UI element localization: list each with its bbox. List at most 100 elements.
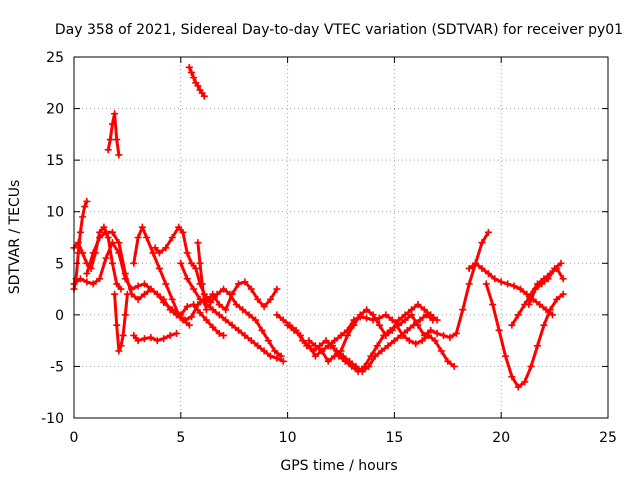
data-point — [534, 342, 542, 350]
data-point — [198, 280, 206, 288]
data-point — [187, 68, 195, 76]
data-point — [121, 311, 129, 319]
data-point — [134, 337, 142, 345]
data-point — [420, 306, 428, 314]
x-tick-label: 25 — [599, 430, 617, 446]
x-axis-title: GPS time / hours — [280, 458, 397, 474]
data-point — [267, 352, 275, 360]
data-point — [382, 331, 390, 339]
data-point — [337, 331, 345, 339]
data-point — [252, 316, 260, 324]
series-arc-11 — [185, 63, 208, 100]
data-point — [260, 347, 268, 355]
data-point — [155, 264, 163, 272]
data-point — [153, 290, 161, 298]
data-point — [331, 352, 339, 360]
data-point — [234, 280, 242, 288]
data-point — [514, 311, 522, 319]
data-point — [508, 373, 516, 381]
data-point — [444, 357, 452, 365]
data-point — [412, 340, 420, 348]
data-point — [557, 259, 565, 267]
data-point — [74, 239, 82, 247]
data-point — [465, 280, 473, 288]
data-point — [190, 74, 198, 82]
series-arc-8 — [130, 329, 181, 345]
data-point — [183, 249, 191, 257]
data-point — [115, 151, 123, 159]
data-point — [111, 290, 119, 298]
y-tick-label: 20 — [46, 102, 64, 118]
data-point — [305, 337, 313, 345]
data-point — [339, 352, 347, 360]
data-point — [414, 301, 422, 309]
data-point — [322, 337, 330, 345]
data-point — [140, 290, 148, 298]
data-point — [196, 309, 204, 317]
data-point — [160, 335, 168, 343]
data-point — [147, 285, 155, 293]
data-point — [472, 259, 480, 267]
x-tick-label: 20 — [492, 430, 510, 446]
y-tick-label: 15 — [46, 153, 64, 169]
data-point — [401, 311, 409, 319]
data-point — [81, 203, 89, 211]
data-point — [134, 282, 142, 290]
data-point — [153, 337, 161, 345]
data-point — [378, 347, 386, 355]
data-point — [352, 362, 360, 370]
data-point — [104, 146, 112, 154]
data-point — [215, 329, 223, 337]
data-point — [177, 259, 185, 267]
series-arc-18 — [482, 280, 567, 391]
data-point — [83, 270, 91, 278]
data-point — [108, 120, 116, 128]
data-point — [416, 316, 424, 324]
data-point — [106, 136, 114, 144]
data-point — [284, 321, 292, 329]
data-point — [388, 326, 396, 334]
data-point — [516, 285, 524, 293]
data-point — [220, 331, 228, 339]
data-point — [113, 321, 121, 329]
data-point — [202, 316, 210, 324]
data-point — [194, 239, 202, 247]
series-line — [510, 266, 565, 327]
series-line — [179, 261, 285, 363]
data-point — [482, 280, 490, 288]
data-point — [147, 334, 155, 342]
data-point — [241, 278, 249, 286]
data-point — [245, 311, 253, 319]
data-point — [121, 270, 129, 278]
data-point — [160, 295, 168, 303]
data-point — [514, 383, 522, 391]
data-point — [446, 334, 454, 342]
data-point — [183, 275, 191, 283]
data-point — [232, 301, 240, 309]
data-point — [418, 337, 426, 345]
series-line — [72, 241, 225, 337]
x-tick-label: 0 — [70, 430, 79, 446]
data-point — [166, 306, 174, 314]
data-point — [179, 228, 187, 236]
data-point — [536, 301, 544, 309]
data-point — [130, 259, 138, 267]
data-point — [104, 234, 112, 241]
data-point — [215, 311, 223, 319]
data-point — [279, 357, 287, 365]
y-axis-title: SDTVAR / TECUs — [7, 180, 23, 295]
data-point — [365, 362, 373, 370]
y-tick-label: 0 — [55, 308, 64, 324]
data-point — [168, 295, 176, 303]
series-arc-17 — [465, 259, 556, 319]
data-point — [79, 213, 87, 221]
data-point — [228, 290, 236, 298]
data-point — [403, 326, 411, 334]
data-point — [296, 331, 304, 339]
data-point — [277, 352, 285, 360]
data-point — [102, 228, 110, 236]
data-point — [89, 249, 97, 257]
chart-title: Day 358 of 2021, Sidereal Day-to-day VTE… — [55, 22, 623, 38]
data-point — [384, 342, 392, 350]
data-point — [140, 280, 148, 288]
